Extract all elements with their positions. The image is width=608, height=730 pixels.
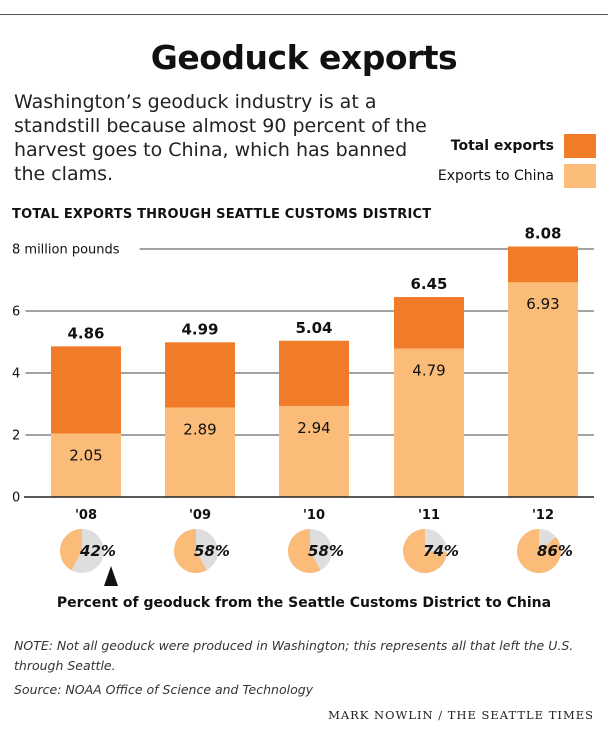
x-tick-label: '11 (418, 508, 440, 523)
y-tick-label: 6 (12, 305, 20, 320)
data-label-china: 2.89 (183, 420, 216, 438)
data-label-total: 6.45 (410, 275, 447, 293)
legend-label-total: Total exports (450, 138, 554, 154)
pie-slice-china (517, 529, 562, 573)
pie-percent-label: 58% (308, 542, 344, 560)
x-tick-label: '08 (75, 508, 97, 523)
credit-text: MARK NOWLIN / THE SEATTLE TIMES (328, 708, 594, 722)
data-label-china: 2.94 (297, 419, 330, 437)
legend: Total exports Exports to China (438, 134, 596, 194)
pointer-triangle (104, 566, 118, 586)
data-label-total: 8.08 (524, 225, 561, 243)
y-tick-label: 0 (12, 491, 20, 506)
bar-china (279, 405, 349, 497)
legend-swatch-total (564, 134, 596, 158)
y-tick-label: 2 (12, 429, 20, 444)
pie-percent-label: 74% (423, 542, 459, 560)
pie-percent-label: 42% (79, 542, 116, 560)
x-tick-label: '09 (189, 508, 211, 523)
chart-title: Geoduck exports (150, 38, 458, 77)
data-label-total: 4.86 (67, 324, 104, 342)
pie-slice-china (403, 529, 447, 573)
pie-slice-china (60, 529, 82, 571)
data-label-total: 5.04 (295, 319, 332, 337)
y-tick-label: 8 million pounds (12, 243, 120, 258)
legend-label-china: Exports to China (437, 168, 554, 184)
data-label-china: 6.93 (526, 295, 559, 313)
bar-china (165, 407, 235, 497)
bar-china (51, 433, 121, 497)
x-tick-label: '10 (303, 508, 325, 523)
chart-subtitle: Washington’s geoduck industry is at a st… (14, 91, 427, 185)
bar-china (508, 282, 578, 497)
note-text: NOTE: Not all geoduck were produced in W… (14, 638, 574, 673)
pie-caption: Percent of geoduck from the Seattle Cust… (56, 595, 552, 611)
data-label-china: 2.05 (69, 446, 102, 464)
data-label-total: 4.99 (181, 320, 218, 338)
legend-item-china: Exports to China (438, 164, 596, 188)
legend-swatch-china (564, 164, 596, 188)
top-rule (0, 14, 608, 15)
pie-percent-label: 58% (194, 542, 230, 560)
pie-slice-china (174, 529, 207, 574)
legend-item-total: Total exports (438, 134, 596, 158)
chart-heading: TOTAL EXPORTS THROUGH SEATTLE CUSTOMS DI… (12, 207, 432, 222)
pie-slice-china (287, 529, 321, 573)
data-label-china: 4.79 (412, 362, 445, 380)
x-tick-label: '12 (532, 508, 554, 523)
source-text: Source: NOAA Office of Science and Techn… (14, 682, 314, 697)
bar-china (394, 348, 464, 497)
y-tick-label: 4 (12, 367, 20, 382)
pie-percent-label: 86% (537, 542, 573, 560)
